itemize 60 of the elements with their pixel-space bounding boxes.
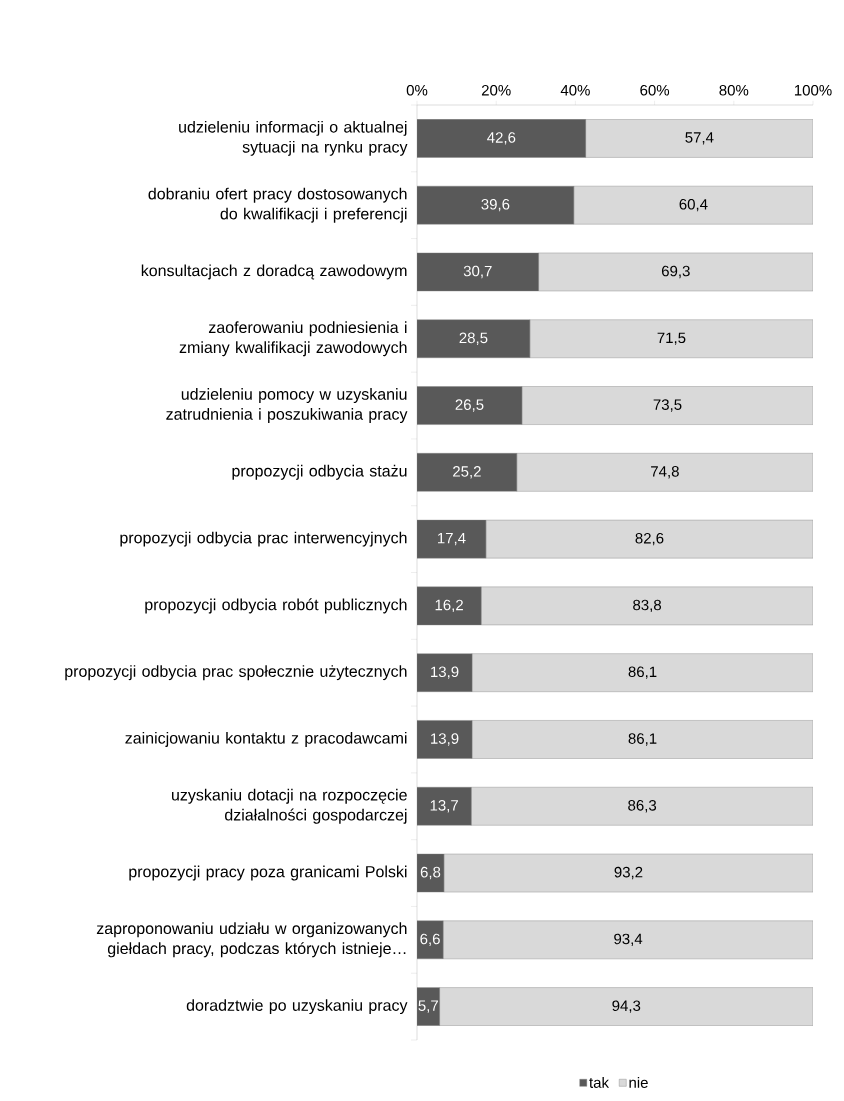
data-label: 16,2 — [435, 599, 463, 613]
data-label: 82,6 — [635, 532, 664, 546]
y-tick-label: konsultacjach z doradcą zawodowym — [141, 264, 407, 280]
y-tick-label: udzieleniu pomocy w uzyskaniu zatrudnienia i poszukiwania pracy — [166, 388, 408, 423]
y-tick-label: udzieleniu informacji o aktualnej sytuacji na rynku pracy — [179, 120, 408, 156]
data-label: 86,3 — [628, 800, 657, 813]
data-label: 93,4 — [614, 933, 643, 947]
bar — [417, 185, 575, 225]
x-tick-label: 40% — [560, 84, 590, 96]
x-tick-label: 0% — [406, 84, 428, 96]
bar — [417, 453, 517, 492]
bar — [417, 653, 473, 692]
y-tick-label: zaoferowaniu podniesienia i zmiany kwalifikacji zawodowych — [179, 321, 407, 357]
y-tick-label: propozycji odbycia robót publicznych — [145, 598, 407, 614]
y-tick-label: doradztwie po uzyskaniu pracy — [186, 999, 408, 1015]
x-tick-label: 100% — [794, 84, 832, 96]
x-tick-label: 20% — [481, 84, 511, 96]
data-label: 39,6 — [481, 198, 510, 212]
y-tick-label: propozycji odbycia prac społecznie użytecznych — [65, 665, 407, 681]
y-tick-label: propozycji odbycia prac interwencyjnych — [120, 531, 407, 547]
data-label: 86,1 — [628, 666, 657, 679]
bar — [417, 720, 473, 759]
data-label: 94,3 — [612, 1000, 641, 1013]
data-label: 30,7 — [463, 265, 492, 279]
data-label: 13,9 — [431, 666, 459, 679]
y-tick-label: zaproponowaniu udziału w organizowanych giełdach pracy, podczas których istnieje… — [96, 922, 407, 958]
legend-label: tak — [589, 1076, 610, 1088]
data-label: 6,6 — [420, 933, 440, 947]
data-label: 17,4 — [438, 532, 466, 546]
data-label: 71,5 — [657, 332, 686, 345]
data-label: 60,4 — [679, 198, 708, 212]
data-label: 28,5 — [459, 332, 488, 345]
data-label: 13,9 — [431, 733, 459, 746]
y-tick-label: propozycji odbycia stażu — [232, 464, 407, 480]
data-label: 86,1 — [628, 733, 657, 746]
data-label: 57,4 — [685, 132, 714, 145]
y-tick-label: uzyskaniu dotacji na rozpoczęcie działalności gospodarczej — [172, 788, 407, 824]
data-label: 74,8 — [651, 466, 679, 479]
data-label: 83,8 — [633, 599, 662, 613]
data-label: 13,7 — [430, 800, 458, 813]
bar — [417, 787, 472, 826]
bar — [417, 386, 523, 425]
bar — [417, 252, 539, 292]
y-tick-label: dobraniu ofert pracy dostosowanych do kwalifikacji i preferencji — [148, 187, 407, 223]
bar — [417, 319, 531, 358]
data-label: 42,6 — [487, 132, 516, 145]
data-label: 73,5 — [653, 399, 682, 412]
data-label: 69,3 — [661, 265, 690, 279]
bar — [417, 119, 586, 158]
data-label: 5,7 — [418, 1000, 438, 1013]
bar — [417, 519, 487, 559]
y-tick-label: propozycji pracy poza granicami Polski — [129, 865, 407, 881]
legend-label: nie — [629, 1076, 648, 1088]
data-label: 93,2 — [614, 866, 643, 880]
y-tick-label: zainicjowaniu kontaktu z pracodawcami — [125, 732, 407, 747]
data-label: 26,5 — [455, 399, 484, 412]
data-label: 6,8 — [420, 866, 441, 880]
x-tick-label: 60% — [640, 84, 670, 96]
x-tick-label: 80% — [719, 84, 749, 96]
data-label: 25,2 — [453, 466, 481, 479]
